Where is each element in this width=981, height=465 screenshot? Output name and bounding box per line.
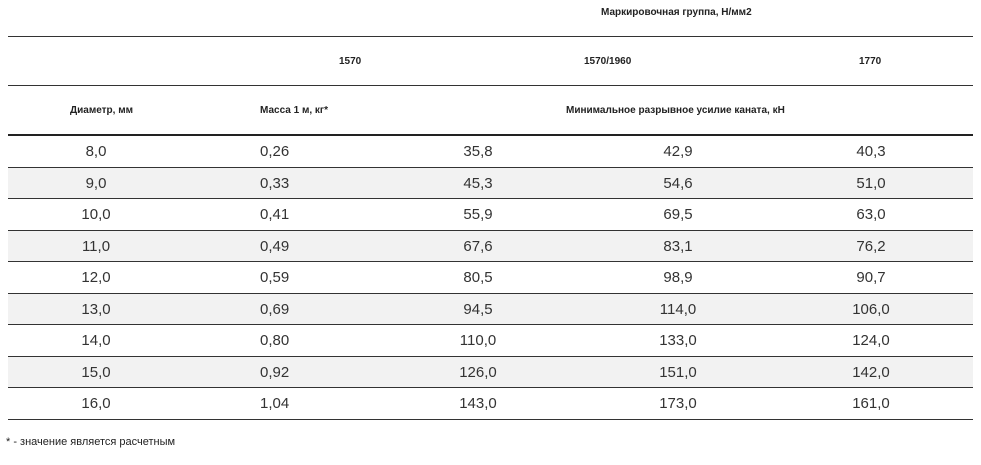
force-1570-1960-cell: 42,9 bbox=[663, 143, 693, 160]
footnote: * - значение является расчетным bbox=[6, 436, 176, 448]
diameter-cell: 15,0 bbox=[81, 363, 111, 381]
force-1770-cell: 51,0 bbox=[856, 174, 886, 192]
force-1570-cell: 80,5 bbox=[463, 269, 493, 286]
mass-cell: 0,26 bbox=[260, 143, 290, 160]
diameter-cell: 11,0 bbox=[81, 237, 111, 255]
force-1570-1960-cell: 114,0 bbox=[659, 300, 697, 318]
table-row: 13,0 0,69 94,5 114,0 106,0 bbox=[8, 293, 973, 325]
force-1570-cell: 143,0 bbox=[459, 395, 497, 412]
grade-1770-heading: 1770 bbox=[859, 56, 882, 67]
table-row: 14,0 0,80 110,0 133,0 124,0 bbox=[8, 325, 973, 357]
mass-cell: 0,92 bbox=[260, 363, 290, 381]
grade-1570-heading: 1570 bbox=[339, 56, 362, 67]
table-row: 11,0 0,49 67,6 83,1 76,2 bbox=[8, 230, 973, 262]
force-1770-cell: 106,0 bbox=[852, 300, 890, 318]
diameter-cell: 10,0 bbox=[81, 206, 111, 223]
force-1570-1960-cell: 54,6 bbox=[663, 174, 693, 192]
diameter-cell: 13,0 bbox=[81, 300, 111, 318]
force-1770-cell: 161,0 bbox=[852, 395, 890, 412]
diameter-cell: 8,0 bbox=[85, 143, 107, 160]
force-1570-cell: 45,3 bbox=[463, 174, 493, 192]
force-1570-1960-cell: 151,0 bbox=[659, 363, 697, 381]
mass-cell: 0,80 bbox=[260, 332, 290, 349]
force-1570-cell: 55,9 bbox=[463, 206, 493, 223]
table-body: 8,0 0,26 35,8 42,9 40,3 9,0 0,33 45,3 54… bbox=[8, 136, 973, 420]
force-1570-1960-cell: 173,0 bbox=[659, 395, 697, 412]
mass-cell: 1,04 bbox=[260, 395, 290, 412]
table-row: 9,0 0,33 45,3 54,6 51,0 bbox=[8, 167, 973, 199]
force-1770-cell: 124,0 bbox=[852, 332, 890, 349]
breaking-force-column-heading: Минимальное разрывное усилие каната, кН bbox=[566, 105, 785, 116]
table-row: 10,0 0,41 55,9 69,5 63,0 bbox=[8, 199, 973, 231]
force-1570-1960-cell: 98,9 bbox=[663, 269, 693, 286]
force-1570-1960-cell: 69,5 bbox=[663, 206, 693, 223]
mass-cell: 0,69 bbox=[260, 300, 290, 318]
mass-column-heading: Масса 1 м, кг* bbox=[260, 105, 328, 116]
force-1570-cell: 126,0 bbox=[459, 363, 497, 381]
marking-group-heading: Маркировочная группа, Н/мм2 bbox=[601, 7, 752, 18]
table-row: 12,0 0,59 80,5 98,9 90,7 bbox=[8, 262, 973, 294]
grade-1570-1960-heading: 1570/1960 bbox=[584, 56, 632, 67]
force-1770-cell: 90,7 bbox=[856, 269, 886, 286]
force-1570-cell: 110,0 bbox=[459, 332, 497, 349]
table-row: 16,0 1,04 143,0 173,0 161,0 bbox=[8, 388, 973, 420]
table-row: 15,0 0,92 126,0 151,0 142,0 bbox=[8, 356, 973, 388]
mass-cell: 0,59 bbox=[260, 269, 290, 286]
diameter-cell: 12,0 bbox=[81, 269, 111, 286]
force-1770-cell: 142,0 bbox=[852, 363, 890, 381]
mass-cell: 0,49 bbox=[260, 237, 290, 255]
force-1770-cell: 76,2 bbox=[856, 237, 886, 255]
force-1770-cell: 63,0 bbox=[856, 206, 886, 223]
force-1570-1960-cell: 133,0 bbox=[659, 332, 697, 349]
header-divider-top bbox=[8, 36, 973, 37]
force-1570-cell: 67,6 bbox=[463, 237, 493, 255]
force-1570-cell: 94,5 bbox=[463, 300, 493, 318]
diameter-cell: 9,0 bbox=[85, 174, 107, 192]
diameter-cell: 16,0 bbox=[81, 395, 111, 412]
force-1570-1960-cell: 83,1 bbox=[663, 237, 693, 255]
header-divider-bottom bbox=[8, 134, 973, 136]
diameter-column-heading: Диаметр, мм bbox=[70, 105, 134, 116]
mass-cell: 0,41 bbox=[260, 206, 290, 223]
table-row: 8,0 0,26 35,8 42,9 40,3 bbox=[8, 136, 973, 168]
mass-cell: 0,33 bbox=[260, 174, 290, 192]
header-divider-middle bbox=[8, 85, 973, 86]
diameter-cell: 14,0 bbox=[81, 332, 111, 349]
force-1770-cell: 40,3 bbox=[856, 143, 886, 160]
force-1570-cell: 35,8 bbox=[463, 143, 493, 160]
